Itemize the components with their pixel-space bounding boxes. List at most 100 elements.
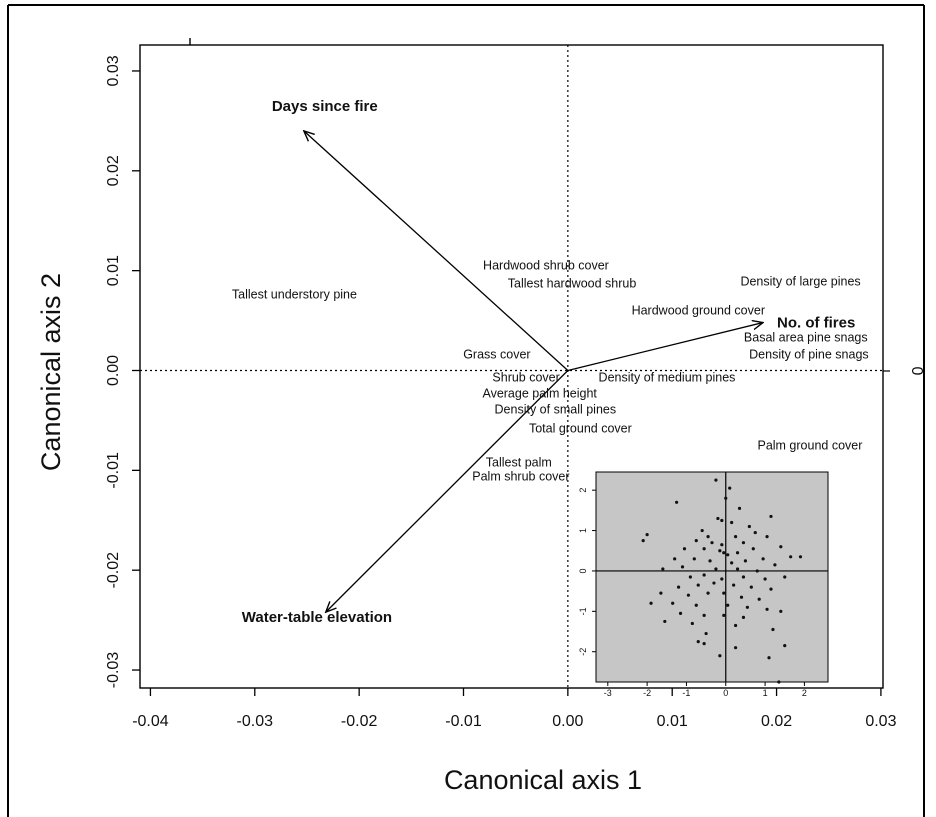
inset-axes: -3 -2 -1 0 1 2 -2 -1 0 1 2 — [578, 472, 828, 698]
inset-point — [676, 585, 681, 589]
variable-label: Basal area pine snags — [744, 331, 868, 345]
inset-point — [659, 591, 663, 595]
inset-point — [733, 535, 738, 539]
inset-y-tick-label: 0 — [578, 568, 588, 573]
inset-point — [755, 569, 759, 573]
inset-point — [773, 563, 777, 567]
inset-point — [718, 549, 722, 553]
inset-point — [710, 541, 714, 545]
inset-point — [718, 654, 722, 658]
inset-x-tick-label: -2 — [643, 688, 651, 698]
y-tick-label: 0.02 — [105, 155, 122, 186]
vector-label: Days since fire — [272, 98, 378, 115]
inset-point — [733, 646, 738, 650]
x-axis-title: Canonical axis 1 — [444, 765, 642, 795]
inset-point — [767, 656, 771, 660]
vector-arrow — [567, 323, 763, 372]
inset-point — [751, 547, 755, 551]
inset-point — [694, 539, 698, 543]
inset-point — [675, 500, 679, 504]
inset-point — [783, 644, 787, 648]
y-tick-label: 0.01 — [105, 255, 122, 286]
variable-label: Tallest understory pine — [232, 288, 357, 302]
inset-point — [645, 532, 649, 537]
inset-point — [696, 640, 700, 644]
variable-label: Density of pine snags — [749, 348, 869, 362]
inset-point — [761, 557, 765, 561]
inset-point — [678, 611, 683, 615]
variable-label: Total ground cover — [529, 421, 632, 435]
inset-point — [649, 601, 653, 605]
inset-point — [733, 623, 738, 628]
inset-point — [747, 524, 751, 529]
vector-arrow — [326, 370, 569, 612]
inset-y-tick-label: -1 — [578, 607, 588, 615]
inset-point — [737, 506, 742, 510]
y-tick-label: -0.03 — [105, 652, 122, 689]
inset-point — [798, 555, 803, 559]
inset-point — [763, 577, 767, 581]
inset-y-tick-label: -2 — [578, 648, 588, 656]
inset-point — [730, 520, 734, 525]
right-axis-tick-label: 0 — [908, 367, 925, 376]
inset-point — [671, 601, 675, 605]
inset-y-tick-label: 1 — [578, 528, 588, 533]
inset-y-tick-label: 2 — [578, 488, 588, 493]
inset-point — [779, 609, 783, 613]
inset-point — [720, 543, 724, 547]
variable-label: Palm ground cover — [757, 438, 862, 452]
variable-label: Hardwood ground cover — [632, 304, 765, 318]
y-tick-label: 0.03 — [105, 55, 122, 86]
plot-area — [139, 44, 884, 689]
inset-point — [704, 631, 708, 636]
inset-point — [722, 551, 726, 555]
y-axis-title: Canonical axis 2 — [36, 273, 66, 471]
vector-label: No. of fires — [777, 315, 855, 332]
x-tick-label: 0.01 — [657, 713, 688, 730]
inset-point — [702, 547, 706, 551]
inset-point — [716, 516, 720, 521]
inset-point — [696, 583, 700, 587]
variable-label: Tallest hardwood shrub — [508, 277, 637, 291]
inset-point — [700, 528, 704, 533]
inset-point — [783, 575, 787, 579]
inset-point — [722, 591, 726, 595]
inset-point — [765, 535, 769, 539]
y-tick-label: 0.00 — [105, 355, 122, 386]
inset-point — [757, 597, 761, 601]
inset-point — [724, 496, 728, 500]
inset-point — [714, 478, 718, 482]
inset-point — [663, 619, 667, 624]
inset-point — [739, 595, 744, 599]
inset-point — [765, 607, 769, 611]
x-axis: -0.04 -0.03 -0.02 -0.01 0.00 0.01 0.02 0.03 — [132, 688, 897, 730]
variable-label: Tallest palm — [486, 455, 552, 469]
x-tick-label: 0.00 — [552, 713, 583, 730]
inset-x-tick-label: -3 — [604, 688, 612, 698]
x-tick-label: 0.03 — [865, 713, 896, 730]
inset-point — [702, 613, 706, 617]
inset-x-tick-label: 2 — [802, 688, 807, 698]
inset-point — [769, 514, 773, 519]
inset-point — [686, 593, 691, 597]
inset-point — [728, 486, 732, 490]
inset-point — [688, 575, 692, 579]
y-tick-label: -0.01 — [105, 452, 122, 489]
inset-point — [735, 567, 740, 571]
variable-label: Palm shrub cover — [472, 469, 569, 483]
inset-point — [779, 545, 783, 549]
inset-scatter: -3 -2 -1 0 1 2 -2 -1 0 1 2 — [578, 471, 829, 698]
x-tick-label: -0.01 — [445, 713, 482, 730]
inset-point — [702, 642, 706, 646]
inset-point — [641, 539, 645, 543]
biplot-vectors: Days since fire No. of fires Water-table e… — [242, 98, 856, 626]
inset-point — [720, 577, 724, 581]
inset-point — [777, 680, 781, 684]
x-tick-label: 0.02 — [761, 713, 792, 730]
inset-point — [769, 587, 773, 591]
inset-point — [730, 561, 734, 565]
inset-point — [789, 555, 793, 559]
inset-point — [661, 567, 665, 571]
variable-label: Average palm height — [482, 386, 597, 400]
